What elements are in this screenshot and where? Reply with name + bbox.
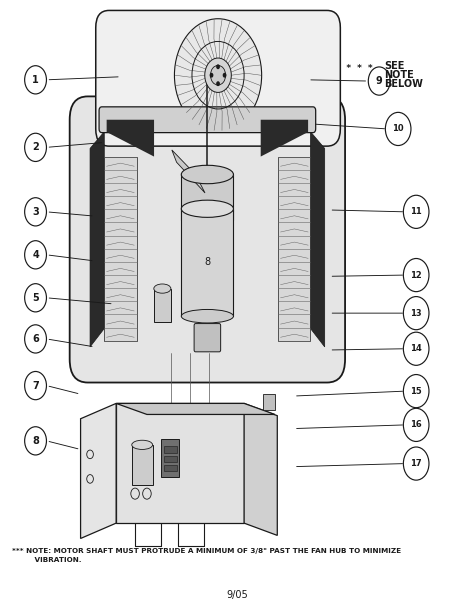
Circle shape (216, 64, 220, 69)
Circle shape (403, 447, 429, 480)
Ellipse shape (154, 284, 171, 293)
Polygon shape (310, 132, 325, 347)
Circle shape (385, 112, 411, 146)
Text: 13: 13 (410, 309, 422, 317)
Bar (116, 403, 244, 523)
Ellipse shape (181, 200, 233, 217)
Circle shape (210, 72, 213, 77)
Text: 16: 16 (410, 421, 422, 429)
Text: 12: 12 (410, 271, 422, 279)
Circle shape (25, 325, 46, 353)
Text: * * *: * * * (346, 64, 373, 73)
Circle shape (25, 198, 46, 226)
Text: 9/05: 9/05 (226, 591, 248, 600)
Polygon shape (107, 120, 154, 157)
Bar (181, 174, 233, 220)
Text: SEE: SEE (384, 61, 404, 71)
FancyBboxPatch shape (99, 107, 316, 133)
Bar (181, 209, 233, 316)
Polygon shape (90, 132, 104, 347)
Text: 8: 8 (204, 257, 210, 268)
Circle shape (403, 195, 429, 228)
FancyBboxPatch shape (96, 10, 340, 146)
Bar (164, 465, 177, 471)
Bar (278, 157, 310, 341)
Bar (104, 157, 137, 341)
Circle shape (25, 284, 46, 312)
Ellipse shape (181, 165, 233, 184)
Text: 14: 14 (410, 344, 422, 353)
Text: 17: 17 (410, 459, 422, 468)
Polygon shape (261, 120, 308, 157)
Text: 2: 2 (32, 142, 39, 152)
Circle shape (174, 18, 262, 131)
Text: 5: 5 (32, 293, 39, 303)
Ellipse shape (181, 309, 233, 323)
Circle shape (368, 67, 390, 95)
Circle shape (403, 408, 429, 441)
Circle shape (403, 375, 429, 408)
Circle shape (210, 65, 226, 85)
Bar (132, 445, 153, 485)
Polygon shape (244, 403, 277, 535)
FancyBboxPatch shape (194, 324, 220, 352)
Circle shape (223, 72, 227, 77)
Text: NOTE: NOTE (384, 70, 414, 80)
Text: BELOW: BELOW (384, 79, 423, 88)
Polygon shape (116, 403, 275, 414)
Circle shape (205, 58, 231, 92)
Ellipse shape (132, 440, 153, 449)
Bar (154, 289, 171, 322)
Circle shape (25, 241, 46, 269)
Text: 4: 4 (32, 250, 39, 260)
Bar (263, 394, 275, 410)
Text: 15: 15 (410, 387, 422, 395)
Text: *** NOTE: MOTOR SHAFT MUST PROTRUDE A MINIMUM OF 3/8" PAST THE FAN HUB TO MINIMI: *** NOTE: MOTOR SHAFT MUST PROTRUDE A MI… (12, 548, 401, 554)
Text: 6: 6 (32, 334, 39, 344)
Circle shape (25, 66, 46, 94)
Text: 8: 8 (32, 436, 39, 446)
Bar (164, 456, 177, 462)
Circle shape (403, 332, 429, 365)
Circle shape (25, 133, 46, 161)
Text: 3: 3 (32, 207, 39, 217)
Polygon shape (81, 403, 116, 538)
Text: 1: 1 (32, 75, 39, 85)
Text: 9: 9 (376, 76, 383, 86)
Text: VIBRATION.: VIBRATION. (12, 557, 82, 563)
Text: 10: 10 (392, 125, 404, 133)
Circle shape (216, 81, 220, 86)
Bar (161, 439, 179, 477)
Circle shape (403, 297, 429, 330)
Text: 11: 11 (410, 208, 422, 216)
Text: 7: 7 (32, 381, 39, 391)
Circle shape (403, 258, 429, 292)
Circle shape (25, 371, 46, 400)
Bar (164, 446, 177, 453)
FancyBboxPatch shape (70, 96, 345, 383)
Polygon shape (172, 150, 205, 193)
Circle shape (25, 427, 46, 455)
